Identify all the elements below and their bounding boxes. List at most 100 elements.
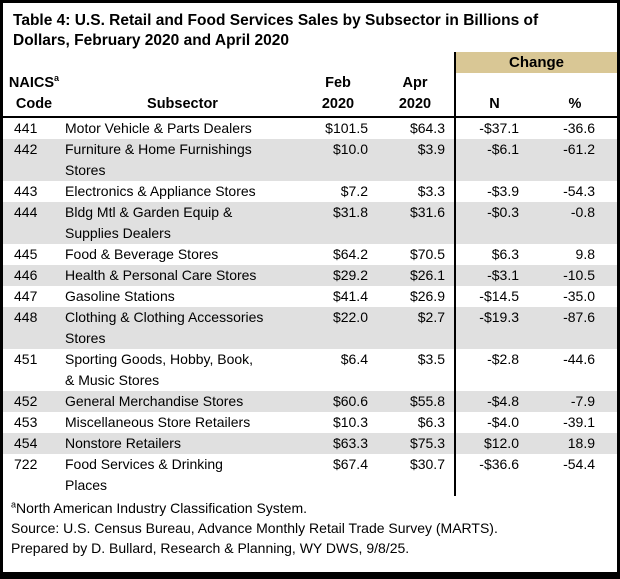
cell-apr-2020: $75.3 bbox=[409, 435, 445, 452]
cell-change-n: -$6.1 bbox=[454, 139, 533, 182]
cell-change-pct: -54.3 bbox=[563, 183, 596, 200]
cell-subsector: Electronics & Appliance Stores bbox=[65, 183, 256, 200]
footnote-naics-text: North American Industry Classification S… bbox=[16, 500, 308, 517]
cell-feb-2020: $60.6 bbox=[332, 393, 368, 410]
cell-apr-2020: $6.3 bbox=[417, 414, 445, 431]
cell-feb-2020: $10.3 bbox=[332, 414, 368, 431]
cell-naics-code: 447 bbox=[14, 288, 38, 305]
footnote-source: Source: U.S. Census Bureau, Advance Mont… bbox=[11, 520, 498, 537]
cell-naics-code: 441 bbox=[14, 120, 38, 137]
cell-naics-code: 443 bbox=[14, 183, 38, 200]
change-header: Change bbox=[453, 52, 617, 74]
table-row: 453 Miscellaneous Store Retailers $10.3 $6.… bbox=[3, 412, 617, 434]
cell-feb-2020: $101.5 bbox=[325, 120, 368, 137]
table-row: 443 Electronics & Appliance Stores $7.2 $3.… bbox=[3, 181, 617, 203]
cell-naics-code: 454 bbox=[14, 435, 38, 452]
cell-change-pct: -35.0 bbox=[563, 288, 596, 305]
col-header-line: Code bbox=[15, 95, 53, 112]
cell-apr-2020: $70.5 bbox=[409, 246, 445, 263]
cell-subsector: Furniture & Home Furnishings Stores bbox=[65, 141, 252, 179]
cell-feb-2020: $7.2 bbox=[340, 183, 368, 200]
cell-feb-2020: $10.0 bbox=[332, 141, 368, 158]
cell-change-n: -$4.0 bbox=[454, 412, 533, 434]
table-title: Table 4: U.S. Retail and Food Services S… bbox=[13, 12, 539, 49]
cell-change-pct: -36.6 bbox=[563, 120, 596, 137]
col-header-line: NAICS bbox=[8, 75, 55, 92]
cell-change-n: -$3.1 bbox=[454, 265, 533, 287]
cell-subsector: Sporting Goods, Hobby, Book, & Music Sto… bbox=[65, 351, 254, 389]
cell-feb-2020: $29.2 bbox=[332, 267, 368, 284]
cell-naics-code: 448 bbox=[14, 309, 38, 326]
cell-naics-code: 722 bbox=[14, 456, 38, 473]
col-header-change-pct: % bbox=[533, 73, 617, 119]
cell-apr-2020: $31.6 bbox=[409, 204, 445, 221]
footnote-superscript: a bbox=[11, 499, 17, 510]
cell-subsector: Health & Personal Care Stores bbox=[65, 267, 257, 284]
cell-change-pct: 9.8 bbox=[575, 246, 596, 263]
cell-feb-2020: $64.2 bbox=[332, 246, 368, 263]
cell-subsector: Bldg Mtl & Garden Equip & Supplies Deale… bbox=[65, 204, 233, 242]
column-header-row: NAICSa Code Subsector Feb 2020 Apr 2020 N % bbox=[3, 73, 617, 119]
table-row: 442 Furniture & Home Furnishings Stores $1… bbox=[3, 139, 617, 182]
cell-change-n: -$36.6 bbox=[454, 454, 533, 497]
cell-change-pct: -7.9 bbox=[570, 393, 596, 410]
cell-naics-code: 452 bbox=[14, 393, 38, 410]
col-header-line: Apr bbox=[402, 75, 428, 92]
cell-change-pct: -39.1 bbox=[563, 414, 596, 431]
cell-apr-2020: $26.9 bbox=[409, 288, 445, 305]
cell-subsector: Miscellaneous Store Retailers bbox=[65, 414, 251, 431]
table-row: 445 Food & Beverage Stores $64.2 $70.5 $6.3 9… bbox=[3, 244, 617, 266]
cell-apr-2020: $3.3 bbox=[417, 183, 445, 200]
cell-change-n: -$3.9 bbox=[454, 181, 533, 203]
col-header-feb-2020: Feb 2020 bbox=[300, 73, 376, 119]
cell-apr-2020: $30.7 bbox=[409, 456, 445, 473]
retail-sales-table: Change NAICSa Code Subsector Feb 2020 Apr 2… bbox=[3, 52, 617, 497]
cell-feb-2020: $31.8 bbox=[332, 204, 368, 221]
col-header-line: 2020 bbox=[398, 95, 432, 112]
footnote-naics: aNorth American Industry Classification … bbox=[11, 498, 607, 518]
cell-feb-2020: $63.3 bbox=[332, 435, 368, 452]
cell-change-n: -$19.3 bbox=[454, 307, 533, 350]
naics-superscript: a bbox=[54, 73, 60, 84]
cell-feb-2020: $67.4 bbox=[332, 456, 368, 473]
cell-feb-2020: $22.0 bbox=[332, 309, 368, 326]
table-row: 446 Health & Personal Care Stores $29.2 $26… bbox=[3, 265, 617, 287]
cell-subsector: Food & Beverage Stores bbox=[65, 246, 219, 263]
cell-naics-code: 453 bbox=[14, 414, 38, 431]
cell-feb-2020: $41.4 bbox=[332, 288, 368, 305]
cell-change-pct: -54.4 bbox=[563, 456, 596, 473]
cell-subsector: General Merchandise Stores bbox=[65, 393, 244, 410]
cell-change-pct: -87.6 bbox=[563, 309, 596, 326]
cell-naics-code: 442 bbox=[14, 141, 38, 158]
cell-apr-2020: $55.8 bbox=[409, 393, 445, 410]
table-row: 452 General Merchandise Stores $60.6 $55.8-… bbox=[3, 391, 617, 413]
cell-change-n: -$4.8 bbox=[454, 391, 533, 413]
cell-change-n: -$0.3 bbox=[454, 202, 533, 245]
col-header-naics-code: NAICSa Code bbox=[3, 73, 65, 119]
cell-change-n: -$14.5 bbox=[454, 286, 533, 308]
cell-naics-code: 446 bbox=[14, 267, 38, 284]
col-header-apr-2020: Apr 2020 bbox=[376, 73, 455, 119]
col-header-subsector: Subsector bbox=[65, 73, 300, 119]
cell-naics-code: 445 bbox=[14, 246, 38, 263]
table-row: 722 Food Services & Drinking Places $67.4 $… bbox=[3, 454, 617, 497]
table-row: 454 Nonstore Retailers $63.3 $75.3 $12.0 18.9 bbox=[3, 433, 617, 455]
cell-apr-2020: $3.9 bbox=[417, 141, 445, 158]
change-spanner-row: Change bbox=[3, 52, 617, 74]
cell-change-n: $12.0 bbox=[454, 433, 533, 455]
cell-feb-2020: $6.4 bbox=[340, 351, 368, 368]
table-row: 448 Clothing & Clothing Accessories Store… bbox=[3, 307, 617, 350]
cell-apr-2020: $26.1 bbox=[409, 267, 445, 284]
col-header-line: 2020 bbox=[321, 95, 355, 112]
table-row: 441 Motor Vehicle & Parts Dealers $101.5 $6… bbox=[3, 117, 617, 140]
table-row: 447 Gasoline Stations $41.4 $26.9 -$14.5 -35.… bbox=[3, 286, 617, 308]
cell-subsector: Food Services & Drinking Places bbox=[65, 456, 223, 494]
cell-change-n: $6.3 bbox=[454, 244, 533, 266]
spanner-empty-cell bbox=[3, 52, 455, 73]
cell-apr-2020: $2.7 bbox=[417, 309, 445, 326]
cell-naics-code: 451 bbox=[14, 351, 38, 368]
cell-change-n: -$37.1 bbox=[454, 117, 533, 140]
table-row: 451 Sporting Goods, Hobby, Book, & Music … bbox=[3, 349, 617, 392]
cell-change-pct: 18.9 bbox=[567, 435, 596, 452]
